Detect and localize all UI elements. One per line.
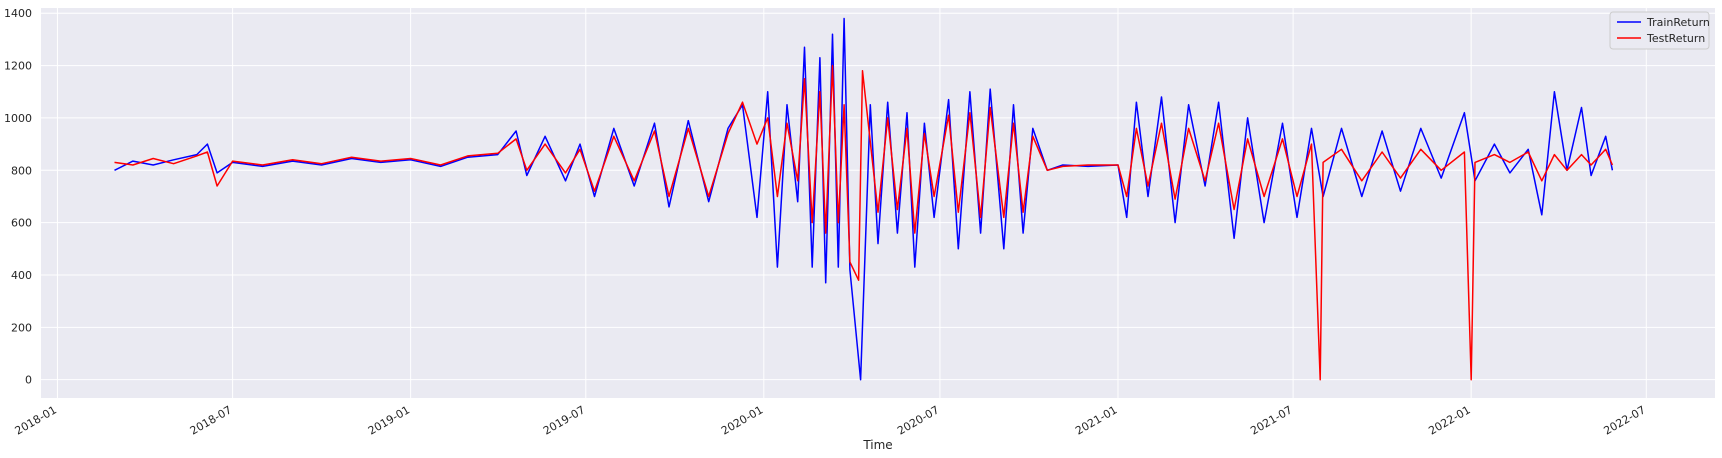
x-tick-label: 2019-07 [541,403,587,437]
series-lines [114,17,1614,381]
y-tick-label: 0 [25,374,32,387]
x-tick-labels: 2018-01 2018-07 2019-01 2019-07 2020-01 2020-… [13,403,1648,437]
y-tick-label: 1400 [4,7,32,20]
grid-lines [41,8,1715,398]
x-tick-label: 2020-07 [895,403,941,437]
x-tick-label: 2021-01 [1073,403,1119,437]
legend-label-testreturn: TestReturn [1646,32,1705,45]
x-tick-label: 2018-07 [188,403,234,437]
y-tick-label: 200 [11,321,32,334]
y-tick-label: 600 [11,217,32,230]
x-tick-label: 2018-01 [13,403,59,437]
y-tick-label: 400 [11,269,32,282]
x-tick-label: 2021-07 [1248,403,1294,437]
legend-label-trainreturn: TrainReturn [1646,16,1710,29]
x-tick-label: 2019-01 [366,403,412,437]
y-tick-label: 1200 [4,60,32,73]
x-axis-title: Time [862,438,892,452]
plot-area-background [41,8,1715,398]
y-tick-label: 1000 [4,112,32,125]
legend: TrainReturn TestReturn [1609,11,1710,50]
x-tick-label: 2022-01 [1426,403,1472,437]
x-tick-label: 2020-01 [719,403,765,437]
y-tick-label: 800 [11,164,32,177]
x-tick-label: 2022-07 [1601,403,1647,437]
y-tick-labels: 0 200 400 600 800 1000 1200 1400 [4,7,32,386]
